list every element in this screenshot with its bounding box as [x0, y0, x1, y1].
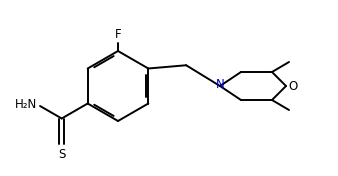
Text: H₂N: H₂N: [15, 99, 37, 112]
Text: S: S: [58, 147, 65, 161]
Text: N: N: [216, 78, 224, 92]
Text: O: O: [288, 80, 298, 93]
Text: F: F: [115, 28, 121, 41]
